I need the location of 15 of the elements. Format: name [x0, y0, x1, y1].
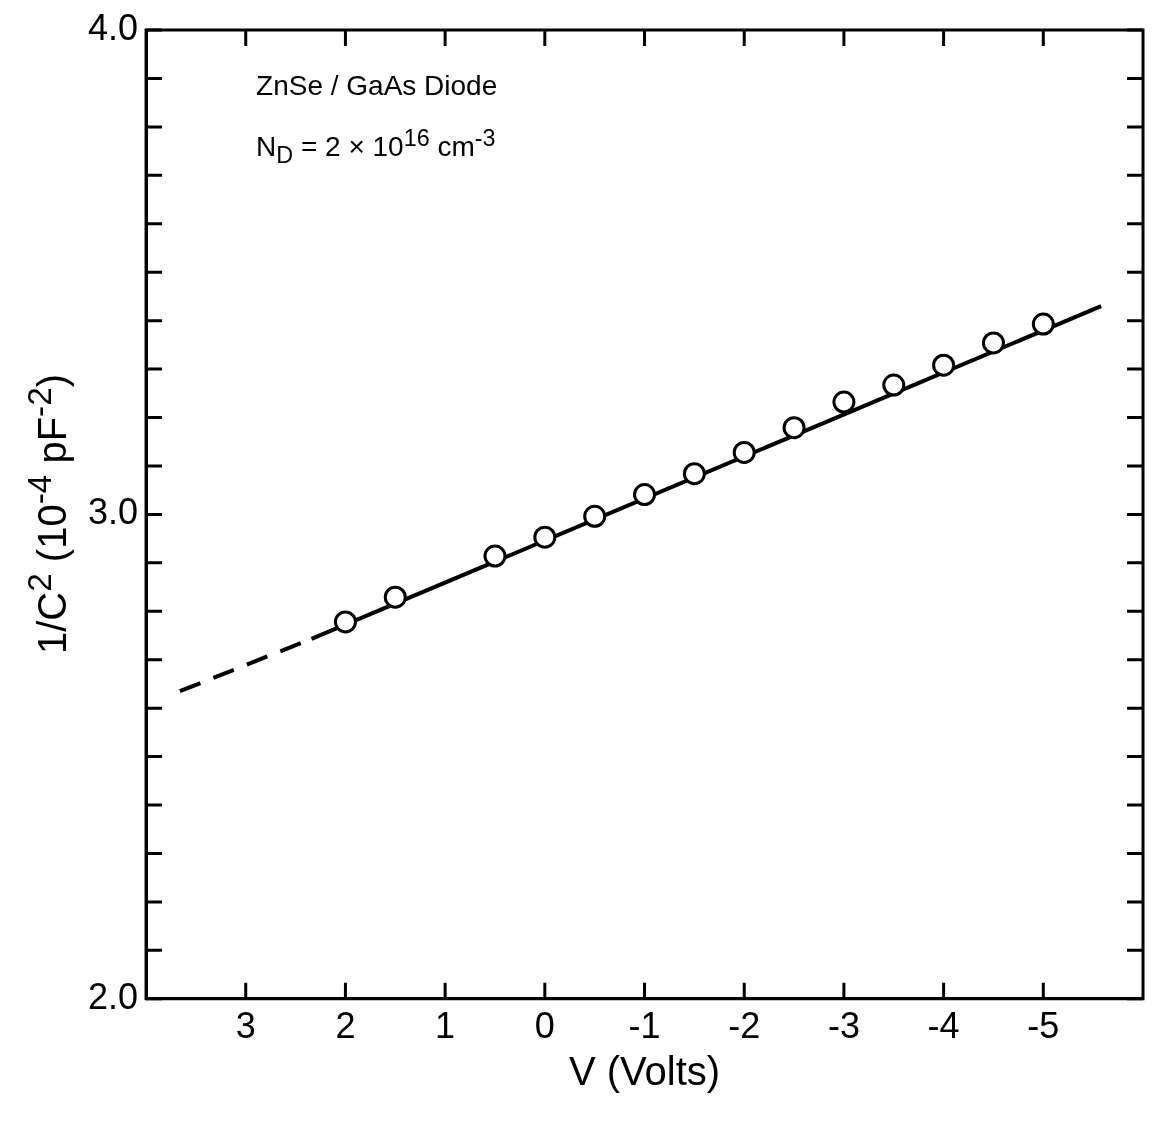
annotation: ZnSe / GaAs Diode: [256, 70, 498, 102]
x-axis-title: V (Volts): [568, 1048, 721, 1094]
x-tick-label: 1: [435, 1005, 456, 1047]
x-tick-label: 2: [335, 1005, 356, 1047]
y-tick-label: 4.0: [88, 6, 139, 48]
x-tick-label: 0: [534, 1005, 555, 1047]
x-tick-label: -3: [827, 1005, 860, 1047]
x-tick-label: -5: [1027, 1005, 1060, 1047]
annotation: N$_{D}$ = 2 × 10$^{16}$ cm$^{-3}$: [256, 125, 496, 169]
x-tick-label: -2: [728, 1005, 761, 1047]
x-tick-label: -1: [628, 1005, 661, 1047]
x-tick-label: 3: [235, 1005, 256, 1047]
y-tick-label: 2.0: [88, 975, 139, 1017]
y-tick-label: 3.0: [88, 491, 139, 533]
x-tick-label: -4: [927, 1005, 960, 1047]
